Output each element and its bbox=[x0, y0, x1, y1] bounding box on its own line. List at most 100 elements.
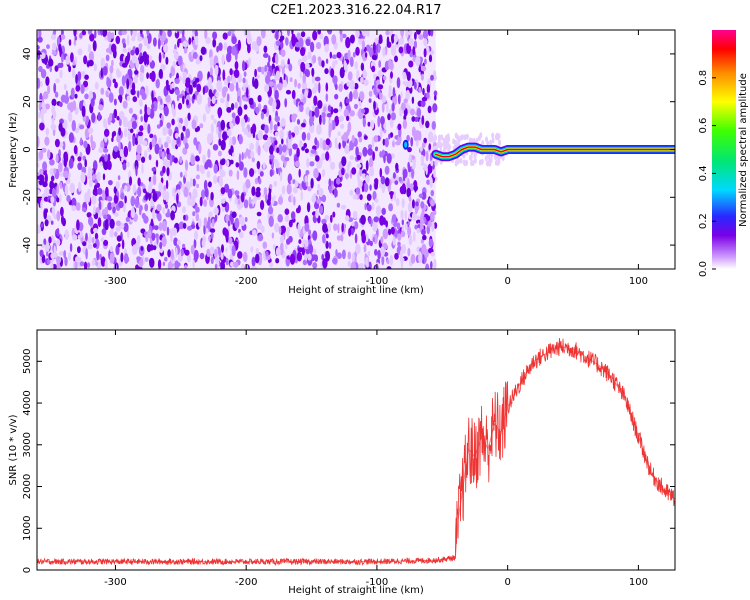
noise-cell bbox=[226, 93, 230, 102]
noise-cell bbox=[285, 243, 288, 250]
noise-cell bbox=[182, 40, 188, 48]
noise-cell bbox=[311, 195, 317, 203]
noise-cell bbox=[179, 117, 183, 125]
noise-cell bbox=[421, 96, 428, 102]
noise-cell bbox=[50, 123, 57, 130]
noise-cell bbox=[163, 106, 169, 117]
noise-cell bbox=[130, 30, 133, 36]
noise-cell bbox=[433, 209, 437, 216]
trace-halo-cell bbox=[440, 134, 444, 141]
noise-cell bbox=[421, 115, 425, 126]
noise-cell bbox=[63, 83, 67, 91]
noise-cell bbox=[220, 97, 225, 104]
noise-cell bbox=[70, 87, 75, 99]
noise-cell bbox=[304, 222, 310, 232]
noise-cell bbox=[104, 128, 110, 137]
noise-cell bbox=[115, 181, 120, 190]
noise-cell bbox=[139, 55, 145, 63]
noise-cell bbox=[397, 94, 401, 105]
noise-cell bbox=[134, 159, 139, 171]
noise-cell bbox=[98, 147, 104, 154]
noise-cell bbox=[384, 177, 390, 187]
noise-cell bbox=[359, 91, 365, 101]
noise-cell bbox=[421, 243, 427, 255]
noise-cell bbox=[196, 164, 200, 172]
noise-cell bbox=[261, 66, 265, 75]
noise-cell bbox=[103, 160, 109, 171]
noise-cell bbox=[359, 194, 363, 201]
noise-cell bbox=[222, 32, 228, 40]
noise-cell bbox=[74, 35, 78, 41]
noise-cell bbox=[156, 204, 162, 212]
noise-cell bbox=[310, 149, 317, 154]
snr-plot-background bbox=[37, 330, 675, 570]
noise-cell bbox=[245, 178, 251, 189]
noise-cell bbox=[382, 138, 386, 146]
noise-cell bbox=[118, 86, 124, 97]
noise-cell bbox=[94, 232, 99, 240]
noise-cell bbox=[365, 257, 369, 263]
noise-cell bbox=[209, 228, 216, 234]
spectrogram-y-label: Frequency (Hz) bbox=[8, 112, 19, 188]
noise-cell bbox=[421, 253, 425, 264]
noise-cell bbox=[282, 79, 288, 88]
noise-cell bbox=[407, 147, 412, 153]
noise-cell bbox=[184, 116, 189, 128]
noise-cell bbox=[204, 30, 208, 40]
noise-cell bbox=[46, 44, 50, 49]
noise-cell bbox=[328, 242, 332, 249]
noise-cell bbox=[227, 188, 233, 199]
noise-cell bbox=[349, 56, 354, 68]
noise-cell bbox=[214, 263, 218, 269]
colorbar-tick-label: 0.6 bbox=[698, 118, 709, 134]
noise-cell bbox=[370, 120, 375, 130]
noise-cell bbox=[123, 222, 129, 233]
noise-cell bbox=[243, 199, 249, 209]
noise-cell bbox=[319, 33, 324, 40]
noise-cell bbox=[406, 134, 410, 142]
noise-cell bbox=[292, 186, 298, 194]
noise-cell bbox=[292, 143, 298, 150]
noise-cell bbox=[339, 32, 343, 43]
noise-cell bbox=[345, 98, 350, 104]
noise-cell bbox=[97, 30, 101, 36]
noise-cell bbox=[243, 167, 248, 178]
noise-cell bbox=[394, 252, 399, 260]
noise-cell bbox=[389, 117, 394, 128]
noise-cell bbox=[278, 226, 282, 235]
noise-cell bbox=[50, 220, 54, 225]
noise-cell bbox=[404, 210, 408, 221]
noise-cell bbox=[388, 84, 392, 94]
noise-cell bbox=[186, 254, 191, 263]
noise-cell bbox=[49, 159, 55, 166]
noise-cell bbox=[130, 207, 135, 219]
noise-cell bbox=[294, 78, 297, 88]
noise-cell bbox=[147, 123, 151, 134]
noise-cell bbox=[77, 162, 83, 171]
noise-cell bbox=[434, 94, 437, 101]
noise-cell bbox=[75, 74, 78, 84]
noise-cell bbox=[304, 239, 309, 248]
noise-cell bbox=[390, 191, 393, 200]
noise-cell bbox=[165, 179, 169, 190]
noise-cell bbox=[294, 160, 300, 168]
noise-cell bbox=[431, 221, 435, 232]
noise-cell bbox=[210, 123, 214, 135]
noise-cell bbox=[220, 260, 225, 269]
noise-cell bbox=[408, 37, 414, 47]
noise-cell bbox=[384, 165, 390, 175]
noise-cell bbox=[293, 99, 297, 105]
noise-cell bbox=[381, 102, 385, 113]
snr-ytick-label: 0 bbox=[22, 567, 33, 573]
noise-cell bbox=[219, 175, 222, 184]
noise-cell bbox=[169, 72, 172, 79]
noise-cell bbox=[105, 90, 109, 98]
noise-cell bbox=[235, 81, 239, 92]
noise-cell bbox=[227, 236, 233, 244]
noise-cell bbox=[147, 229, 152, 239]
noise-cell bbox=[96, 250, 100, 261]
noise-cell bbox=[358, 263, 364, 269]
noise-cell bbox=[392, 172, 396, 179]
noise-cell bbox=[256, 36, 262, 47]
noise-cell bbox=[401, 198, 405, 209]
